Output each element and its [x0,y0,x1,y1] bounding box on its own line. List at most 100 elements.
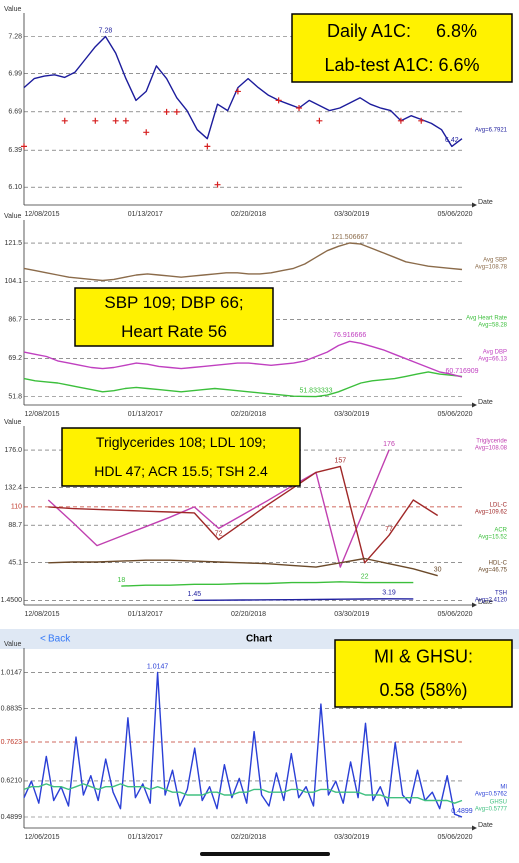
y-tick-label: 6.10 [8,184,22,191]
series-line [23,671,463,818]
x-axis-title: Date [478,399,493,406]
data-label: 18 [117,577,125,584]
lab-test-marker [92,117,99,124]
nav-back[interactable]: Back [48,634,71,645]
x-tick-label: 02/20/2018 [231,211,266,218]
legend-name: GHSU [490,800,507,806]
reference-label: 0.7623 [1,739,23,746]
lab-test-marker [143,129,150,136]
legend-average: Avg=15.52 [478,535,507,541]
y-tick-label: 132.4 [4,484,22,491]
y-tick-label: 51.8 [8,393,22,400]
legend-average: Avg=108.08 [475,446,508,452]
callout-text: HDL 47; ACR 15.5; TSH 2.4 [94,463,268,479]
y-tick-label: 0.6210 [1,778,23,785]
lab-test-marker [316,117,323,124]
y-axis-title: Value [4,419,21,426]
y-tick-label: 104.1 [4,278,22,285]
legend-name: HDL-C [489,561,508,567]
x-tick-label: 02/20/2018 [231,411,266,418]
data-label: 1.45 [188,591,202,598]
x-tick-label: 01/13/2017 [128,611,163,618]
nav-title: Chart [246,634,273,645]
legend-average: Avg=108.78 [475,265,508,271]
data-label: 3.19 [382,590,396,597]
y-axis-title: Value [4,641,21,648]
y-tick-label: 6.99 [8,70,22,77]
callout-box: SBP 109; DBP 66; Heart Rate 56 [74,287,274,347]
data-label: 76.916666 [333,332,366,339]
legend-name: LDL-C [490,503,508,509]
y-tick-label: 0.4899 [1,814,23,821]
x-tick-label: 03/30/2019 [334,411,369,418]
x-axis-title: Date [478,199,493,206]
callout-background [61,427,301,487]
y-tick-label: 1.4500 [1,597,23,604]
y-tick-label: 1.0147 [1,669,23,676]
y-tick-label: 7.28 [8,33,22,40]
x-axis-arrow [472,402,477,408]
callout-text: Daily A1C: 6.8% [327,21,477,41]
data-label: 22 [361,573,369,580]
callout-text: 0.58 (58%) [379,680,467,700]
callout-text: Triglycerides 108; LDL 109; [96,434,266,450]
legend-average: Avg=66.13 [478,357,507,363]
reference-label: 110 [11,504,22,511]
y-tick-label: 0.8835 [1,705,23,712]
data-label: 30 [434,567,442,574]
lab-test-marker [275,97,282,104]
callout-text: Lab-test A1C: 6.6% [324,55,479,75]
x-axis-arrow [472,602,477,608]
legend-average: Avg=0.5762 [475,792,508,798]
data-label: 60.716909 [445,368,478,375]
y-tick-label: 176.0 [4,447,22,454]
legend-average: Avg=0.5777 [475,807,508,813]
series-line [23,340,463,378]
callout-box: Triglycerides 108; LDL 109; HDL 47; ACR 1… [61,427,301,487]
callout-box: MI & GHSU: 0.58 (58%) [334,639,513,708]
callout-text: MI & GHSU: [374,647,473,667]
callout-text: Heart Rate 56 [121,322,227,341]
x-tick-label: 12/08/2015 [24,411,59,418]
data-label: 121.506667 [331,234,368,241]
y-tick-label: 6.39 [8,147,22,154]
lab-test-marker [122,117,129,124]
lab-test-marker [163,108,170,115]
legend-average: Avg=46.75 [478,568,507,574]
legend-name: Triglyceride [476,439,507,445]
data-label: 6.42 [445,137,459,144]
x-tick-label: 01/13/2017 [128,411,163,418]
x-axis-title: Date [478,822,493,829]
data-label: 157 [334,457,346,464]
series-line [47,449,390,568]
series-line [23,242,463,282]
x-tick-label: 05/06/2020 [437,611,472,618]
lab-test-marker [21,143,27,150]
data-label: 7.28 [99,27,113,34]
x-tick-label: 05/06/2020 [437,211,472,218]
series-line [23,371,463,398]
data-label: 51.833333 [299,387,332,394]
nav-back-arrow[interactable]: < [40,634,46,645]
series-line [23,35,463,148]
legend-average: Avg=58.28 [478,323,507,329]
y-tick-label: 86.7 [8,317,22,324]
series-line [48,557,438,577]
x-tick-label: 02/20/2018 [231,611,266,618]
callout-background [74,287,274,347]
data-label: 1.0147 [147,663,169,670]
series-line [23,783,463,804]
callout-background [291,13,513,83]
legend-name: Avg DBP [483,350,507,356]
x-tick-label: 03/30/2019 [334,211,369,218]
lab-test-marker [397,117,404,124]
legend-average: Avg=2.4120 [475,598,508,604]
x-tick-label: 12/08/2015 [24,211,59,218]
y-axis-title: Value [4,6,21,13]
lab-test-marker [204,143,211,150]
lab-test-marker [234,88,241,95]
lab-test-marker [112,117,119,124]
y-tick-label: 88.7 [8,522,22,529]
